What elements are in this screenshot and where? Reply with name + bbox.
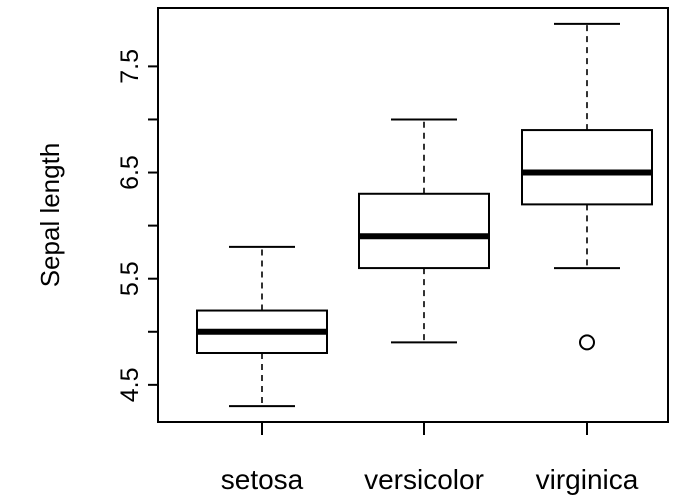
- iqr-box: [358, 192, 490, 270]
- box-virginica: [521, 22, 653, 351]
- x-category-label: virginica: [536, 464, 639, 495]
- outlier-point: [579, 334, 595, 351]
- x-axis: setosa versicolor virginica: [221, 422, 639, 495]
- y-axis: 4.5 5.5 6.5 7.5: [116, 49, 158, 402]
- y-tick-label: 7.5: [116, 49, 144, 84]
- plot-frame: [157, 7, 669, 423]
- y-axis-title: Sepal length: [35, 143, 65, 288]
- y-tick-label: 5.5: [116, 261, 144, 296]
- box-versicolor: [358, 118, 490, 344]
- y-tick-label: 6.5: [116, 155, 144, 190]
- plot-border: [157, 7, 669, 423]
- boxes: [196, 22, 653, 408]
- x-category-label: setosa: [221, 464, 304, 495]
- box-setosa: [196, 245, 328, 408]
- y-tick-label: 4.5: [116, 367, 144, 402]
- x-category-label: versicolor: [364, 464, 484, 495]
- iqr-box: [521, 129, 653, 206]
